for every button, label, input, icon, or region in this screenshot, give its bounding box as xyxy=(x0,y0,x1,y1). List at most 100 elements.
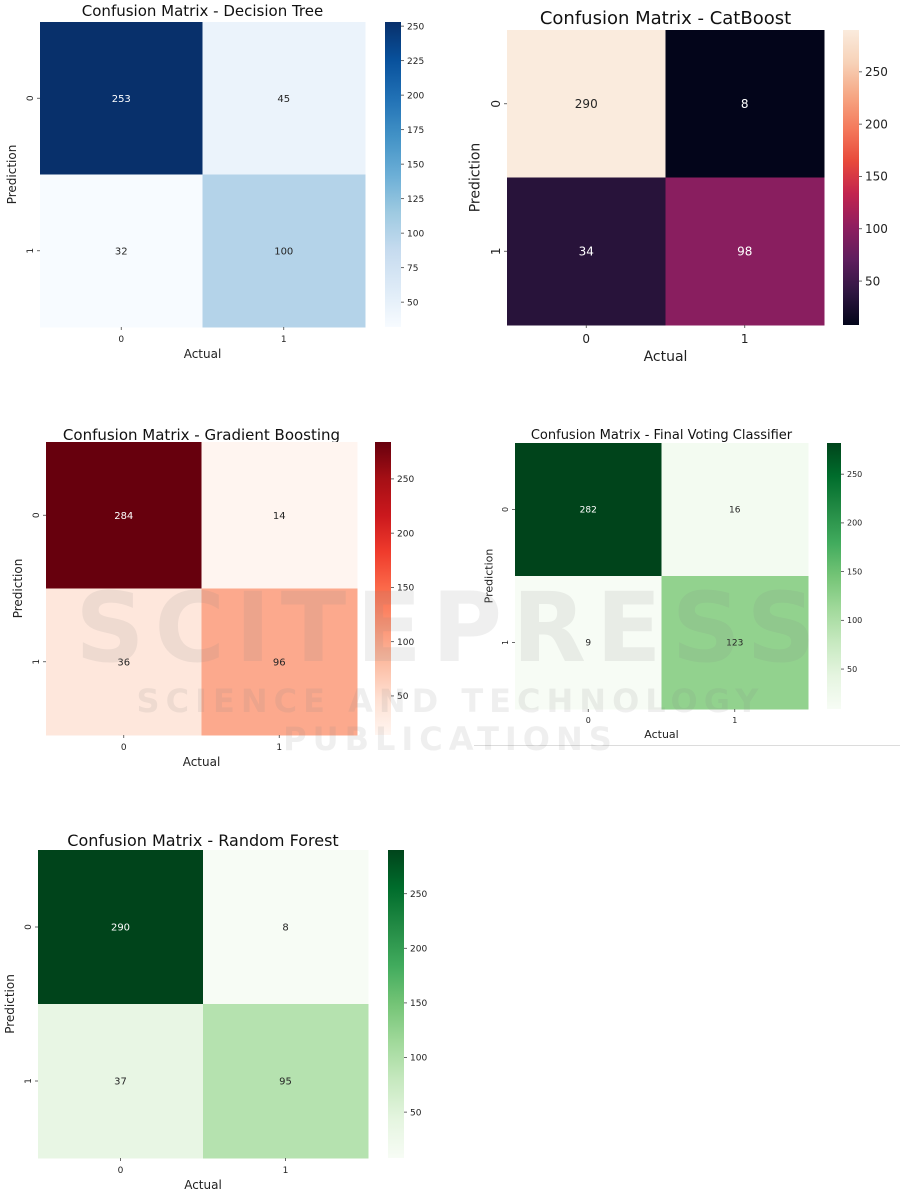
colorbar-tick-label: 250 xyxy=(410,890,427,900)
colorbar-tick-label: 200 xyxy=(410,944,427,954)
colorbar-tick-label: 50 xyxy=(407,298,419,308)
heatmap-cell xyxy=(40,174,203,328)
chart-gradient-boosting-svg: Confusion Matrix - Gradient Boosting 284 1… xyxy=(11,426,414,769)
colorbar-tick-label: 150 xyxy=(407,160,424,170)
colorbar-tick-label: 250 xyxy=(397,475,414,485)
colorbar-tick-label: 100 xyxy=(847,616,862,625)
colorbar-tick-label: 250 xyxy=(407,22,424,32)
colorbar-tick-label: 50 xyxy=(847,665,857,674)
cell-value-label: 37 xyxy=(114,1077,127,1088)
heatmap-cell xyxy=(201,588,358,736)
y-tick-label: 0 xyxy=(489,100,503,108)
colorbar-tick-label: 150 xyxy=(847,567,862,576)
cell-value-label: 8 xyxy=(741,97,749,111)
x-axis-label: Actual xyxy=(184,1178,222,1192)
cell-value-label: 96 xyxy=(273,657,286,668)
y-tick-label: 1 xyxy=(24,1078,34,1084)
heatmap-cell xyxy=(202,174,366,328)
cell-value-label: 32 xyxy=(115,246,128,257)
x-axis-label: Actual xyxy=(183,755,221,769)
colorbar-tick-label: 200 xyxy=(847,519,862,528)
cell-value-label: 290 xyxy=(111,923,130,934)
heatmap-cell xyxy=(665,177,825,326)
cell-value-label: 36 xyxy=(117,657,130,668)
y-axis-label: Prediction xyxy=(483,549,496,604)
colorbar-tick-label: 200 xyxy=(397,529,414,539)
x-tick-label: 0 xyxy=(118,1166,124,1176)
cell-value-label: 284 xyxy=(114,511,133,522)
heatmap-cell xyxy=(38,1004,204,1159)
chart-catboost-svg: Confusion Matrix - CatBoost 290 8 34 98 0 1 0 1 A… xyxy=(467,8,888,365)
heatmap-cell xyxy=(46,442,202,589)
cell-value-label: 95 xyxy=(279,1077,292,1088)
heatmap-cell xyxy=(40,22,203,175)
heatmap-cell xyxy=(661,443,809,577)
x-tick-label: 1 xyxy=(741,332,749,346)
colorbar-tick-label: 150 xyxy=(397,584,414,594)
chart-decision-tree-svg: Confusion Matrix - Decision Tree 253 45 32 1… xyxy=(5,2,424,361)
chart-title: Confusion Matrix - Random Forest xyxy=(67,831,338,850)
x-axis-label: Actual xyxy=(184,347,222,361)
heatmap-cell xyxy=(38,850,204,1005)
colorbar-tick-label: 50 xyxy=(397,692,409,702)
y-tick-label: 0 xyxy=(26,95,36,101)
y-tick-label: 1 xyxy=(489,247,503,255)
colorbar-tick-label: 200 xyxy=(865,117,888,131)
y-tick-label: 1 xyxy=(501,640,510,645)
colorbar-tick-label: 250 xyxy=(847,470,862,479)
cell-value-label: 16 xyxy=(729,506,741,516)
heatmap-cell xyxy=(515,576,662,710)
x-axis-label: Actual xyxy=(644,728,678,741)
panel-divider xyxy=(474,745,900,746)
heatmap-cell xyxy=(661,576,809,710)
chart-decision-tree: Confusion Matrix - Decision Tree 253 45 32 1… xyxy=(0,0,450,370)
cell-value-label: 9 xyxy=(585,639,591,649)
chart-final-voting-svg: Confusion Matrix - Final Voting Classifi… xyxy=(483,428,863,741)
colorbar-tick-label: 50 xyxy=(865,274,880,288)
x-tick-label: 1 xyxy=(732,716,737,725)
x-tick-label: 0 xyxy=(586,716,591,725)
cell-value-label: 290 xyxy=(575,97,598,111)
x-tick-label: 1 xyxy=(281,335,287,345)
x-tick-label: 0 xyxy=(121,743,127,753)
heatmap-cell xyxy=(665,30,825,178)
chart-title: Confusion Matrix - Final Voting Classifi… xyxy=(531,428,793,443)
y-axis-label: Prediction xyxy=(467,143,483,213)
heatmap-cell xyxy=(202,22,366,175)
colorbar-tick-label: 75 xyxy=(407,264,418,274)
chart-random-forest-svg: Confusion Matrix - Random Forest 290 8 37 95… xyxy=(3,831,427,1192)
chart-gradient-boosting: Confusion Matrix - Gradient Boosting 284 1… xyxy=(0,420,450,780)
y-tick-label: 0 xyxy=(501,507,510,512)
cell-value-label: 253 xyxy=(112,94,131,105)
cell-value-label: 100 xyxy=(274,246,293,257)
chart-final-voting: Confusion Matrix - Final Voting Classifi… xyxy=(474,420,900,750)
colorbar-tick-label: 200 xyxy=(407,91,424,101)
chart-title: Confusion Matrix - Gradient Boosting xyxy=(63,426,340,444)
x-tick-label: 1 xyxy=(276,743,282,753)
x-tick-label: 0 xyxy=(582,332,590,346)
chart-catboost: Confusion Matrix - CatBoost 290 8 34 98 0 1 0 1 A… xyxy=(460,0,900,370)
heatmap-cell xyxy=(507,177,666,326)
cell-value-label: 14 xyxy=(273,511,286,522)
cell-value-label: 8 xyxy=(282,923,288,934)
chart-title: Confusion Matrix - Decision Tree xyxy=(82,2,323,20)
x-tick-label: 0 xyxy=(118,335,124,345)
x-axis-label: Actual xyxy=(644,349,688,365)
colorbar-tick-label: 150 xyxy=(410,999,427,1009)
colorbar-tick-label: 250 xyxy=(865,65,888,79)
y-tick-label: 1 xyxy=(26,248,36,254)
y-axis-label: Prediction xyxy=(3,974,17,1034)
colorbar xyxy=(843,30,859,325)
y-tick-label: 1 xyxy=(32,659,42,665)
heatmap-cell xyxy=(515,443,662,577)
cell-value-label: 98 xyxy=(737,244,752,258)
colorbar xyxy=(388,850,404,1158)
y-axis-label: Prediction xyxy=(11,559,25,619)
colorbar xyxy=(827,443,841,709)
y-axis-label: Prediction xyxy=(5,145,19,205)
colorbar xyxy=(385,22,401,327)
colorbar-tick-label: 125 xyxy=(407,195,424,205)
colorbar-tick-label: 175 xyxy=(407,126,424,136)
colorbar-tick-label: 100 xyxy=(407,229,424,239)
colorbar-tick-label: 50 xyxy=(410,1108,422,1118)
